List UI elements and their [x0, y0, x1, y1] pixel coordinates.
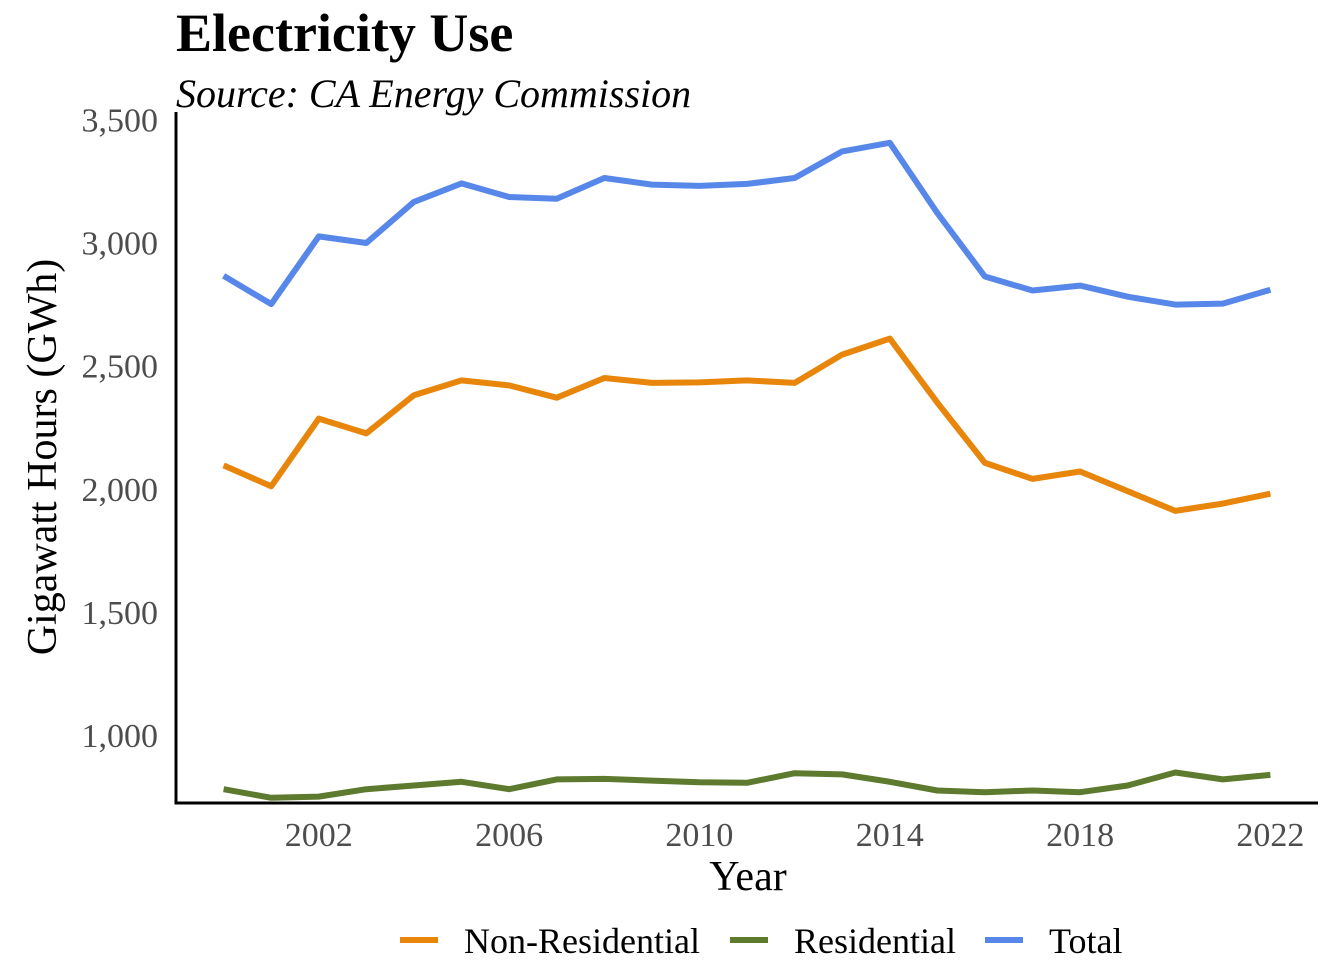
- series-line-total: [222, 139, 1272, 308]
- legend-label-non-residential: Non-Residential: [464, 921, 700, 960]
- chart-title: Electricity Use: [176, 3, 514, 63]
- chart-subtitle: Source: CA Energy Commission: [176, 71, 692, 116]
- series-line-non-residential: [222, 335, 1272, 514]
- y-tick-labels: 1,000 1,500 2,000 2,500 3,000 3,500: [82, 102, 159, 755]
- x-tick-label: 2018: [1046, 817, 1114, 854]
- y-tick-label: 1,000: [82, 718, 159, 755]
- legend-label-residential: Residential: [794, 921, 956, 960]
- x-tick-label: 2014: [856, 817, 924, 854]
- y-tick-label: 2,000: [82, 472, 159, 509]
- legend: Non-Residential Residential Total: [400, 921, 1122, 960]
- legend-label-total: Total: [1049, 921, 1122, 960]
- axes: [174, 112, 1318, 805]
- series-lines: [222, 139, 1272, 801]
- y-tick-label: 1,500: [82, 595, 159, 632]
- x-tick-labels: 2002 2006 2010 2014 2018 2022: [285, 817, 1305, 854]
- x-tick-label: 2010: [665, 817, 733, 854]
- x-axis-title: Year: [709, 854, 786, 900]
- y-tick-label: 3,500: [82, 102, 159, 139]
- x-tick-label: 2002: [285, 817, 353, 854]
- series-line-residential: [223, 769, 1271, 801]
- x-tick-label: 2022: [1236, 817, 1304, 854]
- y-axis-title: Gigawatt Hours (GWh): [20, 259, 66, 656]
- y-tick-label: 3,000: [82, 226, 159, 263]
- y-tick-label: 2,500: [82, 349, 159, 386]
- x-tick-label: 2006: [475, 817, 543, 854]
